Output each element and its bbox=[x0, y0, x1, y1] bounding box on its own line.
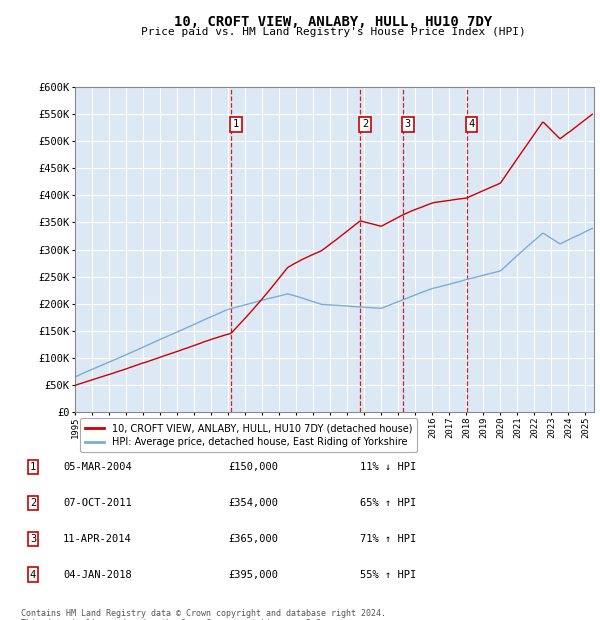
Text: £365,000: £365,000 bbox=[228, 534, 278, 544]
Text: 07-OCT-2011: 07-OCT-2011 bbox=[63, 498, 132, 508]
Text: £354,000: £354,000 bbox=[228, 498, 278, 508]
Text: 71% ↑ HPI: 71% ↑ HPI bbox=[360, 534, 416, 544]
Text: 65% ↑ HPI: 65% ↑ HPI bbox=[360, 498, 416, 508]
Text: 10, CROFT VIEW, ANLABY, HULL, HU10 7DY: 10, CROFT VIEW, ANLABY, HULL, HU10 7DY bbox=[174, 16, 492, 30]
Text: 1: 1 bbox=[30, 462, 36, 472]
Text: Price paid vs. HM Land Registry's House Price Index (HPI): Price paid vs. HM Land Registry's House … bbox=[140, 27, 526, 37]
Text: 05-MAR-2004: 05-MAR-2004 bbox=[63, 462, 132, 472]
Text: 11-APR-2014: 11-APR-2014 bbox=[63, 534, 132, 544]
Text: 55% ↑ HPI: 55% ↑ HPI bbox=[360, 570, 416, 580]
Text: 2: 2 bbox=[362, 119, 368, 129]
Text: 3: 3 bbox=[405, 119, 411, 129]
Text: 1: 1 bbox=[233, 119, 239, 129]
Text: 4: 4 bbox=[468, 119, 475, 129]
Legend: 10, CROFT VIEW, ANLABY, HULL, HU10 7DY (detached house), HPI: Average price, det: 10, CROFT VIEW, ANLABY, HULL, HU10 7DY (… bbox=[80, 418, 418, 452]
Text: 04-JAN-2018: 04-JAN-2018 bbox=[63, 570, 132, 580]
Text: 2: 2 bbox=[30, 498, 36, 508]
Text: Contains HM Land Registry data © Crown copyright and database right 2024.
This d: Contains HM Land Registry data © Crown c… bbox=[21, 609, 386, 620]
Text: £395,000: £395,000 bbox=[228, 570, 278, 580]
Text: 4: 4 bbox=[30, 570, 36, 580]
Text: £150,000: £150,000 bbox=[228, 462, 278, 472]
Text: 11% ↓ HPI: 11% ↓ HPI bbox=[360, 462, 416, 472]
Text: 3: 3 bbox=[30, 534, 36, 544]
